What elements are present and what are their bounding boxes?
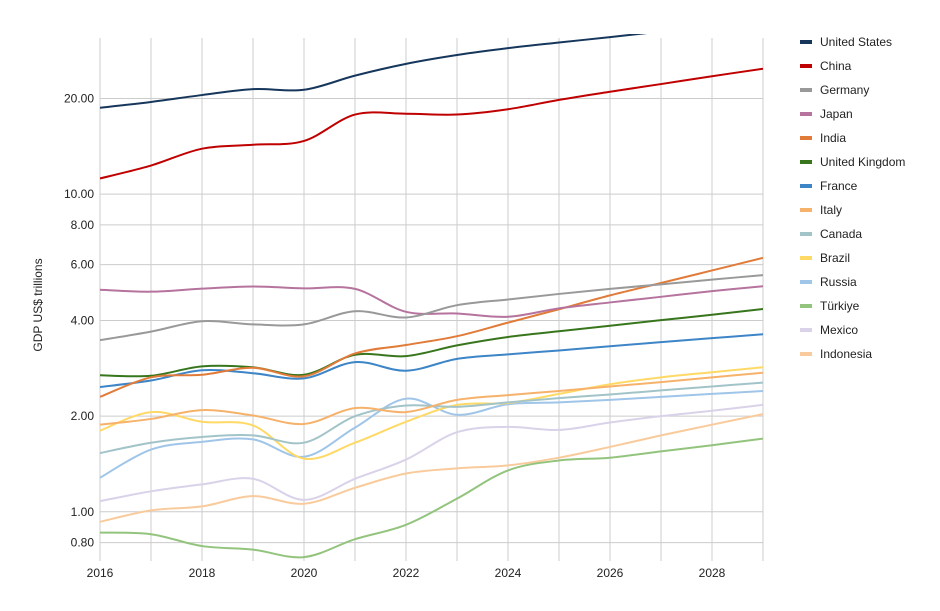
legend: United States China Germany Japan India Unite… — [800, 30, 905, 366]
legend-swatch — [800, 40, 812, 44]
legend-swatch — [800, 328, 812, 332]
legend-label: France — [820, 179, 858, 193]
legend-item-germany: Germany — [800, 78, 905, 102]
series-line-united-states — [100, 34, 648, 109]
legend-item-brazil: Brazil — [800, 246, 905, 270]
legend-label: United Kingdom — [820, 155, 906, 169]
legend-item-italy: Italy — [800, 198, 905, 222]
series-line-japan — [100, 285, 763, 318]
legend-item-united-kingdom: United Kingdom — [800, 150, 905, 174]
series-line-france — [100, 333, 763, 389]
legend-swatch — [800, 304, 812, 308]
y-axis-title: GDP US$ trillions — [31, 258, 45, 351]
legend-item-indonesia: Indonesia — [800, 342, 905, 366]
y-axis-ticks: 0.80 1.00 2.00 4.00 6.00 8.00 10.00 20.00 — [64, 91, 94, 549]
x-tick-label: 2018 — [189, 566, 216, 580]
series-line-india — [100, 256, 763, 398]
legend-label: Brazil — [820, 251, 851, 265]
legend-label: Türkiye — [820, 299, 860, 313]
y-tick-label: 8.00 — [71, 218, 95, 232]
x-axis-ticks: 2016 2018 2020 2022 2024 2026 2028 — [87, 566, 726, 580]
legend-label: Japan — [820, 107, 853, 121]
x-tick-label: 2022 — [393, 566, 420, 580]
x-tick-label: 2020 — [291, 566, 318, 580]
legend-swatch — [800, 280, 812, 284]
legend-label: Mexico — [820, 323, 859, 337]
legend-swatch — [800, 160, 812, 164]
legend-label: Canada — [820, 227, 863, 241]
legend-item-mexico: Mexico — [800, 318, 905, 342]
series-line-brazil — [100, 366, 763, 461]
x-tick-label: 2016 — [87, 566, 114, 580]
legend-swatch — [800, 208, 812, 212]
legend-label: Indonesia — [820, 347, 873, 361]
legend-item-japan: Japan — [800, 102, 905, 126]
legend-label: United States — [820, 35, 893, 49]
legend-swatch — [800, 136, 812, 140]
legend-label: Russia — [820, 275, 857, 289]
legend-swatch — [800, 112, 812, 116]
series-line-china — [100, 67, 763, 180]
legend-label: China — [820, 59, 852, 73]
x-tick-label: 2028 — [699, 566, 726, 580]
legend-item-india: India — [800, 126, 905, 150]
y-tick-label: 2.00 — [71, 409, 95, 423]
y-tick-label: 6.00 — [71, 258, 95, 272]
x-tick-label: 2024 — [495, 566, 522, 580]
legend-item-united-states: United States — [800, 30, 905, 54]
legend-label: India — [820, 131, 847, 145]
grid — [99, 38, 764, 561]
legend-item-russia: Russia — [800, 270, 905, 294]
legend-item-china: China — [800, 54, 905, 78]
legend-label: Germany — [820, 83, 870, 97]
series-line-germany — [100, 274, 763, 342]
series-line-indonesia — [100, 413, 763, 523]
y-tick-label: 10.00 — [64, 187, 94, 201]
legend-swatch — [800, 64, 812, 68]
series-line-italy — [100, 371, 763, 426]
legend-swatch — [800, 256, 812, 260]
y-tick-label: 20.00 — [64, 91, 94, 105]
legend-swatch — [800, 88, 812, 92]
legend-item-france: France — [800, 174, 905, 198]
legend-item-t-rkiye: Türkiye — [800, 294, 905, 318]
legend-label: Italy — [820, 203, 843, 217]
y-tick-label: 0.80 — [71, 536, 95, 550]
legend-swatch — [800, 184, 812, 188]
series-line-united-kingdom — [100, 307, 763, 378]
legend-item-canada: Canada — [800, 222, 905, 246]
series-line-t-rkiye — [100, 437, 763, 559]
x-tick-label: 2026 — [597, 566, 624, 580]
y-tick-label: 1.00 — [71, 505, 95, 519]
y-tick-label: 4.00 — [71, 314, 95, 328]
legend-swatch — [800, 352, 812, 356]
series-line-mexico — [100, 403, 763, 503]
series-lines — [100, 34, 763, 559]
legend-swatch — [800, 232, 812, 236]
